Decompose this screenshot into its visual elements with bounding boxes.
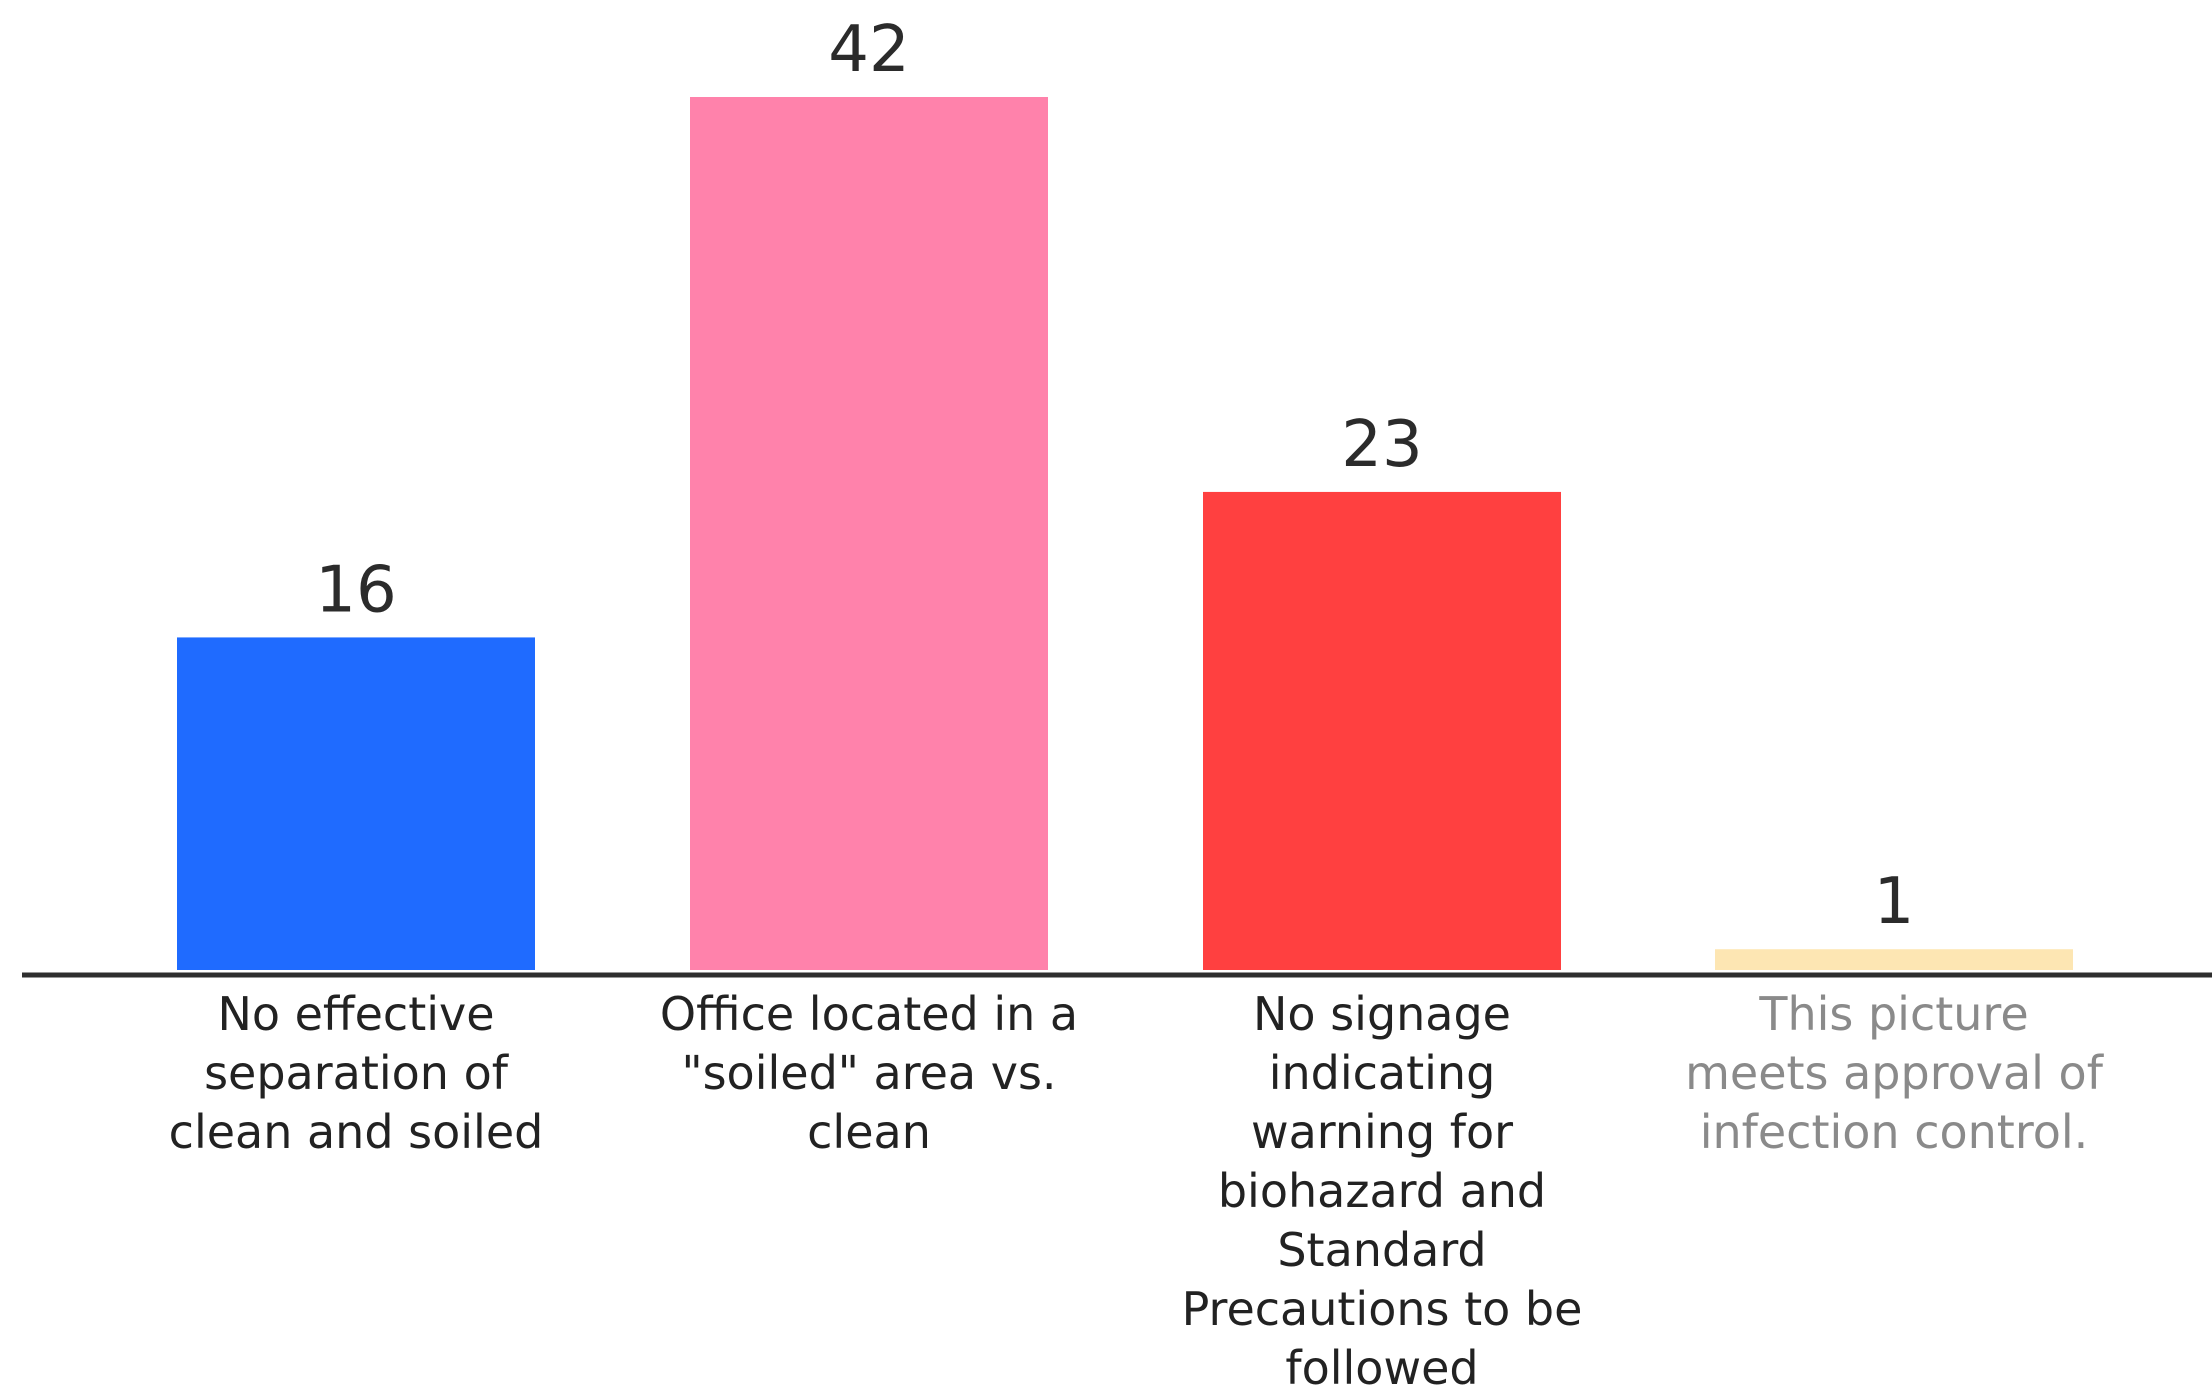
value-labels-layer: 16 42 23 1 — [315, 13, 1914, 939]
data-label-1: 16 — [315, 553, 396, 627]
category-label-1: No effective separation of clean and soi… — [168, 987, 544, 1159]
bar-4 — [1715, 949, 2073, 970]
category-label-2: Office located in a "soiled" area vs. cl… — [659, 987, 1079, 1159]
data-label-2: 42 — [828, 13, 909, 87]
bars-layer — [177, 97, 2073, 970]
bar-1 — [177, 637, 535, 970]
data-label-3: 23 — [1341, 408, 1422, 482]
bar-2 — [690, 97, 1048, 970]
data-label-4: 1 — [1874, 865, 1915, 939]
category-label-4: This picture meets approval of infection… — [1685, 987, 2103, 1159]
category-label-3: No signage indicating warning for biohaz… — [1181, 987, 1583, 1395]
bar-3 — [1203, 491, 1561, 970]
